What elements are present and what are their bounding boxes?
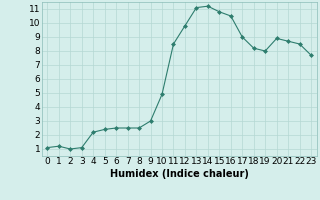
X-axis label: Humidex (Indice chaleur): Humidex (Indice chaleur) xyxy=(110,169,249,179)
